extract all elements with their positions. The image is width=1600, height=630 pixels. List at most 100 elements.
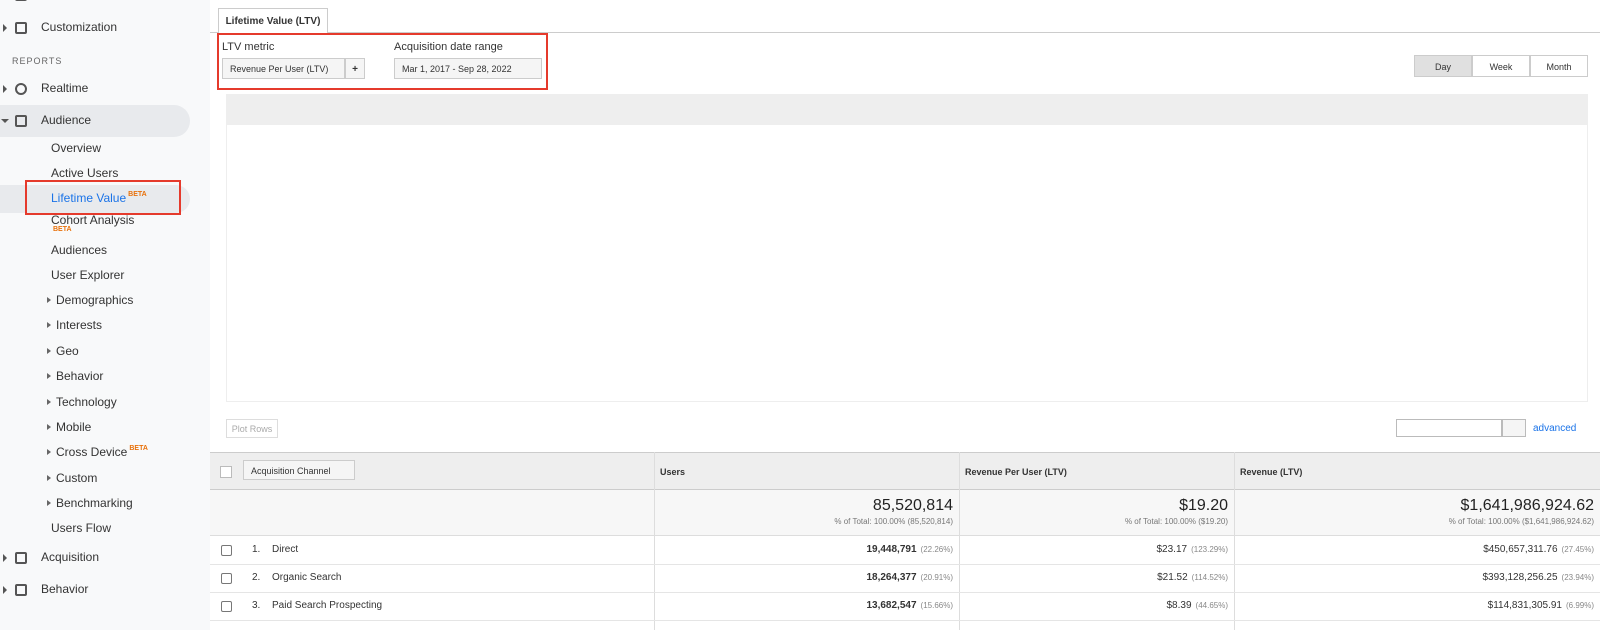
- caret: [47, 322, 51, 328]
- total-note: % of Total: 100.00% ($1,641,986,924.62): [1448, 517, 1594, 526]
- row-index: 1.: [252, 544, 261, 555]
- nav-item[interactable]: Behavior: [41, 582, 88, 596]
- nav-item[interactable]: Interests: [56, 318, 102, 332]
- row-channel[interactable]: Organic Search: [272, 572, 342, 583]
- caret: [47, 500, 51, 506]
- nav-label: Interests: [56, 318, 103, 332]
- caret: [3, 85, 7, 93]
- cell-pct: (27.45%): [1561, 545, 1594, 554]
- cell-pct: (6.99%): [1565, 601, 1594, 610]
- nav-item[interactable]: Benchmarking: [56, 496, 133, 510]
- total-value: $19.20: [1179, 497, 1228, 514]
- cell-value: 18,264,377: [866, 572, 917, 583]
- nav-item[interactable]: Lifetime Value BETA: [51, 191, 147, 205]
- caret: [47, 297, 51, 303]
- column-header[interactable]: Users: [660, 467, 686, 477]
- nav-label: Geo: [56, 344, 79, 358]
- row-checkbox[interactable]: [221, 573, 232, 584]
- caret: [3, 554, 7, 562]
- row-checkbox[interactable]: [221, 545, 232, 556]
- date-label: Acquisition date range: [394, 41, 503, 53]
- total-value: 85,520,814: [872, 497, 953, 514]
- badge: BETA: [128, 191, 147, 198]
- granularity-button[interactable]: Day: [1414, 55, 1472, 77]
- row-cell: $393,128,256.25 (23.94%): [1482, 572, 1594, 583]
- caret: [47, 348, 51, 354]
- chart-panel: [226, 94, 1588, 402]
- row-channel[interactable]: Direct: [272, 544, 299, 555]
- tab[interactable]: Lifetime Value (LTV): [218, 8, 328, 33]
- search-box[interactable]: [1396, 419, 1502, 437]
- granularity-button[interactable]: Week: [1472, 55, 1530, 77]
- ltv-select[interactable]: Revenue Per User (LTV): [222, 58, 345, 79]
- column-header[interactable]: Revenue Per User (LTV): [965, 467, 1067, 477]
- nav-item[interactable]: Home: [41, 0, 73, 1]
- row-line: [210, 592, 1600, 593]
- nav-label: Behavior: [56, 369, 104, 383]
- nav-item[interactable]: Audience: [41, 113, 91, 127]
- granularity-button[interactable]: Month: [1530, 55, 1588, 77]
- icon: [15, 83, 27, 95]
- nav-item[interactable]: Acquisition: [41, 550, 99, 564]
- nav-label: Cross Device: [56, 445, 128, 459]
- nav-label: User Explorer: [51, 268, 125, 282]
- nav-label: Cohort Analysis: [51, 213, 135, 227]
- nav-item[interactable]: Users Flow: [51, 521, 111, 535]
- date-select[interactable]: Mar 1, 2017 - Sep 28, 2022: [394, 58, 542, 79]
- nav-item[interactable]: Realtime: [41, 81, 88, 95]
- row-index: 3.: [252, 600, 261, 611]
- nav-item[interactable]: Technology: [56, 395, 117, 409]
- nav-label: Audience: [41, 113, 92, 127]
- cell-pct: (20.91%): [920, 573, 953, 582]
- caret: [47, 399, 51, 405]
- advanced-link[interactable]: advanced: [1533, 423, 1577, 434]
- row-line: [210, 620, 1600, 621]
- caret: [47, 475, 51, 481]
- nav-label: Lifetime Value: [51, 191, 127, 205]
- nav-item[interactable]: User Explorer: [51, 268, 124, 282]
- cell-value: $114,831,305.91: [1487, 600, 1562, 611]
- sidebar: Home Customization REPORTS Realtime Audience…: [0, 0, 210, 630]
- nav-label: Demographics: [56, 293, 134, 307]
- row-channel[interactable]: Paid Search Prospecting: [272, 600, 383, 611]
- total-note: % of Total: 100.00% (85,520,814): [834, 517, 953, 526]
- nav-label: Realtime: [41, 81, 89, 95]
- search-button[interactable]: [1502, 419, 1526, 437]
- cell-value: $393,128,256.25: [1482, 572, 1558, 583]
- nav-item[interactable]: Behavior: [56, 369, 103, 383]
- header-checkbox: [220, 466, 232, 478]
- plot-rows-button[interactable]: Plot Rows: [226, 419, 278, 438]
- row-checkbox[interactable]: [221, 601, 232, 612]
- cell-value: $450,657,311.76: [1483, 544, 1558, 555]
- nav-item[interactable]: Customization: [41, 20, 117, 34]
- row-index: 2.: [252, 572, 261, 583]
- nav-item[interactable]: Geo: [56, 344, 79, 358]
- column-header[interactable]: Revenue (LTV): [1240, 467, 1303, 477]
- nav-item[interactable]: Audiences: [51, 243, 107, 257]
- nav-item[interactable]: Overview: [51, 141, 101, 155]
- selected-bg: [0, 185, 190, 213]
- nav-label: Home: [41, 0, 73, 1]
- nav-item[interactable]: Cohort Analysis BETA: [51, 213, 135, 233]
- nav-item[interactable]: Cross Device BETA: [56, 445, 148, 459]
- ltv-label: LTV metric: [222, 41, 275, 53]
- nav-label: Customization: [41, 20, 118, 34]
- nav-item[interactable]: Custom: [56, 471, 97, 485]
- nav-item[interactable]: Mobile: [56, 420, 91, 434]
- cell-pct: (44.65%): [1195, 601, 1228, 610]
- add-button[interactable]: +: [345, 58, 365, 79]
- total-note: % of Total: 100.00% ($19.20): [1124, 517, 1228, 526]
- nav-item[interactable]: Demographics: [56, 293, 133, 307]
- column-divider: [1234, 452, 1235, 630]
- nav-item[interactable]: Active Users: [51, 166, 118, 180]
- icon: [15, 584, 27, 596]
- caret: [47, 424, 51, 430]
- cell-pct: (114.52%): [1191, 573, 1228, 582]
- chart-header: [226, 94, 1588, 125]
- nav-label: Technology: [56, 395, 117, 409]
- dimension-select[interactable]: Acquisition Channel: [243, 460, 355, 480]
- column-divider: [654, 452, 655, 630]
- badge: BETA: [129, 445, 148, 452]
- row-cell: $114,831,305.91 (6.99%): [1488, 600, 1594, 611]
